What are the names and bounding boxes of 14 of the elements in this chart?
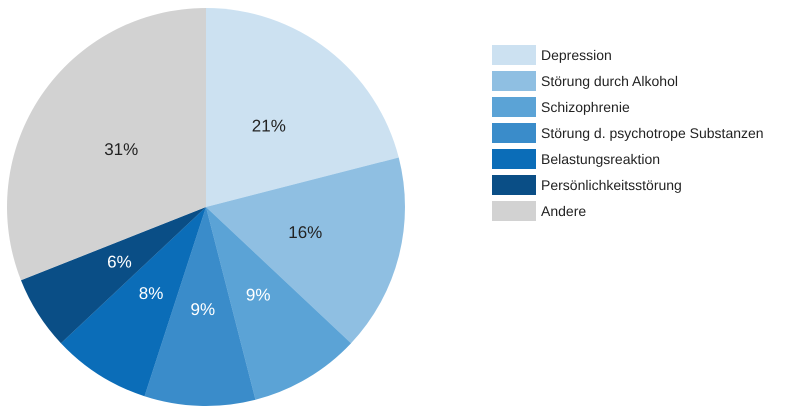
data-label: 16% bbox=[288, 222, 322, 242]
legend-label: Störung d. psychotrope Substanzen bbox=[541, 125, 764, 141]
legend-label: Störung durch Alkohol bbox=[541, 73, 678, 89]
legend-label: Depression bbox=[541, 47, 612, 63]
data-label: 9% bbox=[246, 286, 270, 305]
data-label: 9% bbox=[190, 300, 216, 319]
data-label: 31% bbox=[104, 140, 138, 159]
legend-label: Schizophrenie bbox=[541, 99, 630, 115]
data-label: 6% bbox=[107, 252, 132, 272]
legend-label: Persönlichkeitsstörung bbox=[541, 177, 682, 193]
data-label: 21% bbox=[252, 116, 286, 136]
data-label: 8% bbox=[138, 284, 164, 304]
legend-label: Andere bbox=[541, 203, 586, 219]
legend-label: Belastungsreaktion bbox=[541, 151, 660, 167]
